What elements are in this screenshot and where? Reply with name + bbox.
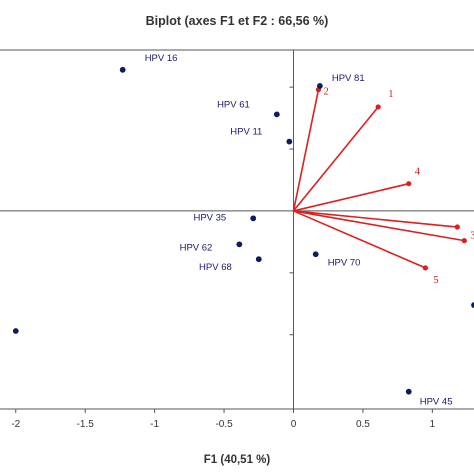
x-tick-label: 0.5 — [356, 419, 370, 430]
observation-label: HPV 70 — [328, 257, 361, 268]
x-tick-label: -2 — [11, 419, 20, 430]
observation-label: HPV 16 — [145, 53, 178, 64]
observation-label: HPV 61 — [217, 99, 250, 110]
observation-point — [471, 302, 474, 308]
observation-point — [12, 328, 19, 334]
observation-point — [255, 256, 262, 263]
observation-point — [236, 241, 243, 248]
observation-point — [286, 138, 293, 145]
x-axis-ticks: -2 -1.5 -1 -0.5 0 0.5 1 — [11, 409, 436, 430]
observation-label: HPV 45 — [420, 397, 453, 408]
x-tick-label: 0 — [291, 419, 297, 430]
observation-label: HPV 11 — [230, 127, 262, 138]
variable-vector — [292, 89, 320, 212]
variable-point — [406, 181, 412, 187]
x-tick-label: -0.5 — [215, 419, 233, 430]
x-tick-label: 1 — [430, 419, 436, 430]
x-axis-label: F1 (40,51 %) — [204, 454, 271, 466]
variable-label: 4 — [415, 167, 421, 178]
variable-point — [454, 224, 460, 230]
observation-point — [119, 66, 126, 73]
variable-vectors: 1 2 3 4 5 — [292, 87, 474, 286]
variable-vector — [293, 210, 458, 228]
observation-label: HPV 81 — [332, 73, 365, 84]
variable-vector — [293, 210, 426, 269]
chart-title: Biplot (axes F1 et F2 : 66,56 %) — [146, 14, 329, 28]
variable-vector — [293, 210, 465, 242]
variable-label: 1 — [388, 89, 393, 100]
observation-label: HPV 68 — [199, 262, 232, 273]
observation-point — [273, 111, 280, 118]
x-tick-label: -1 — [150, 419, 159, 430]
variable-vector — [293, 182, 409, 212]
variable-label: 2 — [323, 87, 328, 98]
variable-vector — [292, 106, 379, 212]
observation-label: HPV 62 — [180, 242, 213, 253]
y-axis-ticks — [289, 86, 294, 336]
observation-label: HPV 35 — [193, 212, 226, 223]
x-tick-label: -1.5 — [77, 419, 95, 430]
observation-point — [250, 215, 257, 222]
axes — [0, 49, 474, 410]
variable-point — [375, 104, 381, 110]
variable-label: 3 — [470, 231, 474, 242]
variable-point — [422, 265, 428, 271]
observation-points: HPV 16 HPV 81 HPV 61 HPV 11 HPV 35 HPV 62 HPV … — [12, 53, 474, 408]
observation-point — [405, 388, 412, 395]
variable-label: 5 — [433, 275, 438, 286]
variable-point — [461, 238, 467, 244]
observation-point — [316, 83, 323, 89]
observation-point — [312, 251, 319, 258]
